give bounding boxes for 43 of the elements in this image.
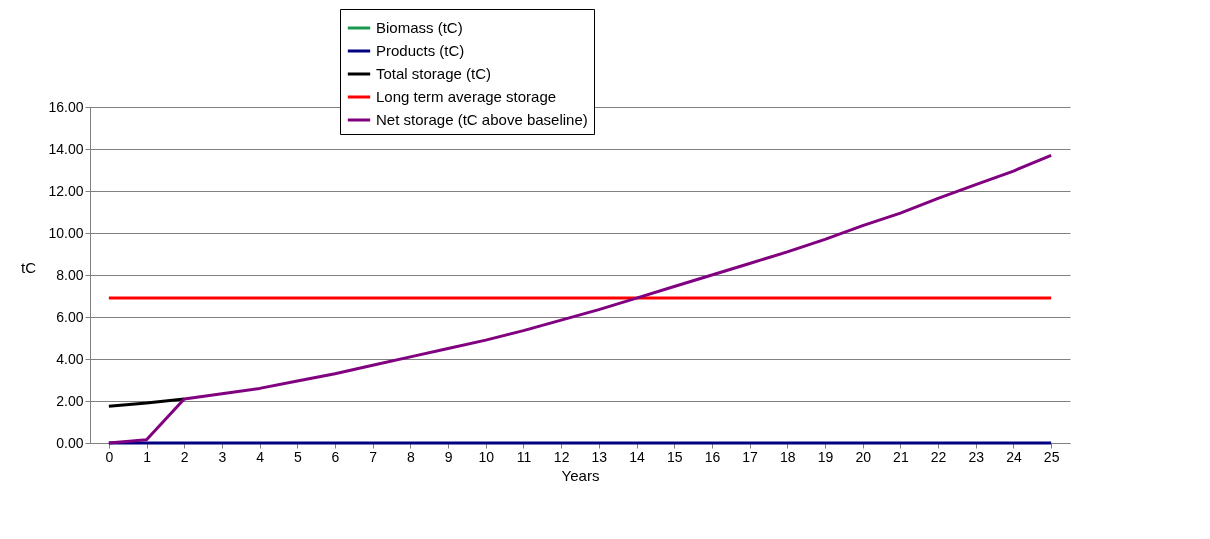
legend-label: Long term average storage bbox=[376, 88, 557, 105]
x-tick-label: 4 bbox=[256, 448, 265, 465]
x-tick-label: 18 bbox=[780, 448, 796, 465]
y-tick-label: 6.00 bbox=[56, 308, 84, 325]
x-tick-label: 19 bbox=[817, 448, 834, 465]
legend-label: Net storage (tC above baseline) bbox=[376, 111, 588, 128]
y-tick-label: 16.00 bbox=[48, 98, 84, 115]
x-tick-label: 10 bbox=[478, 448, 495, 465]
x-tick-label: 22 bbox=[930, 448, 947, 465]
legend-label: Total storage (tC) bbox=[376, 65, 492, 82]
x-tick-label: 5 bbox=[293, 448, 302, 465]
x-tick-label: 3 bbox=[218, 448, 227, 465]
x-tick-label: 6 bbox=[331, 448, 340, 465]
y-tick-label: 10.00 bbox=[48, 224, 84, 241]
x-tick-label: 7 bbox=[369, 448, 378, 465]
x-tick-label: 12 bbox=[553, 448, 570, 465]
x-tick-label: 1 bbox=[143, 448, 152, 465]
x-tick-label: 15 bbox=[666, 448, 683, 465]
x-tick-label: 24 bbox=[1006, 448, 1022, 465]
x-tick-label: 13 bbox=[591, 448, 608, 465]
x-tick-label: 20 bbox=[855, 448, 872, 465]
x-tick-label: 11 bbox=[516, 448, 532, 465]
line-series bbox=[107, 153, 1053, 445]
y-tick-label: 14.00 bbox=[48, 140, 84, 157]
y-tick-label: 2.00 bbox=[56, 392, 84, 409]
x-tick-label: 23 bbox=[968, 448, 985, 465]
x-tick-label: 16 bbox=[704, 448, 721, 465]
x-tick-label: 17 bbox=[742, 448, 759, 465]
y-tick-label: 4.00 bbox=[56, 350, 84, 367]
x-tick-label: 25 bbox=[1043, 448, 1060, 465]
x-tick-label: 0 bbox=[105, 448, 114, 465]
y-tick-label: 8.00 bbox=[56, 266, 84, 283]
x-axis-title: Years bbox=[561, 466, 600, 484]
legend-label: Biomass (tC) bbox=[376, 19, 463, 36]
x-tick-label: 9 bbox=[444, 448, 453, 465]
legend-label: Products (tC) bbox=[376, 42, 465, 59]
y-tick-label: 12.00 bbox=[48, 182, 84, 199]
x-tick-label: 8 bbox=[406, 448, 415, 465]
x-tick-label: 2 bbox=[180, 448, 189, 465]
x-tick-label: 14 bbox=[629, 448, 646, 465]
y-tick-label: 0.00 bbox=[56, 434, 84, 451]
y-axis-title: tC bbox=[21, 258, 37, 276]
x-tick-label: 21 bbox=[893, 448, 909, 465]
